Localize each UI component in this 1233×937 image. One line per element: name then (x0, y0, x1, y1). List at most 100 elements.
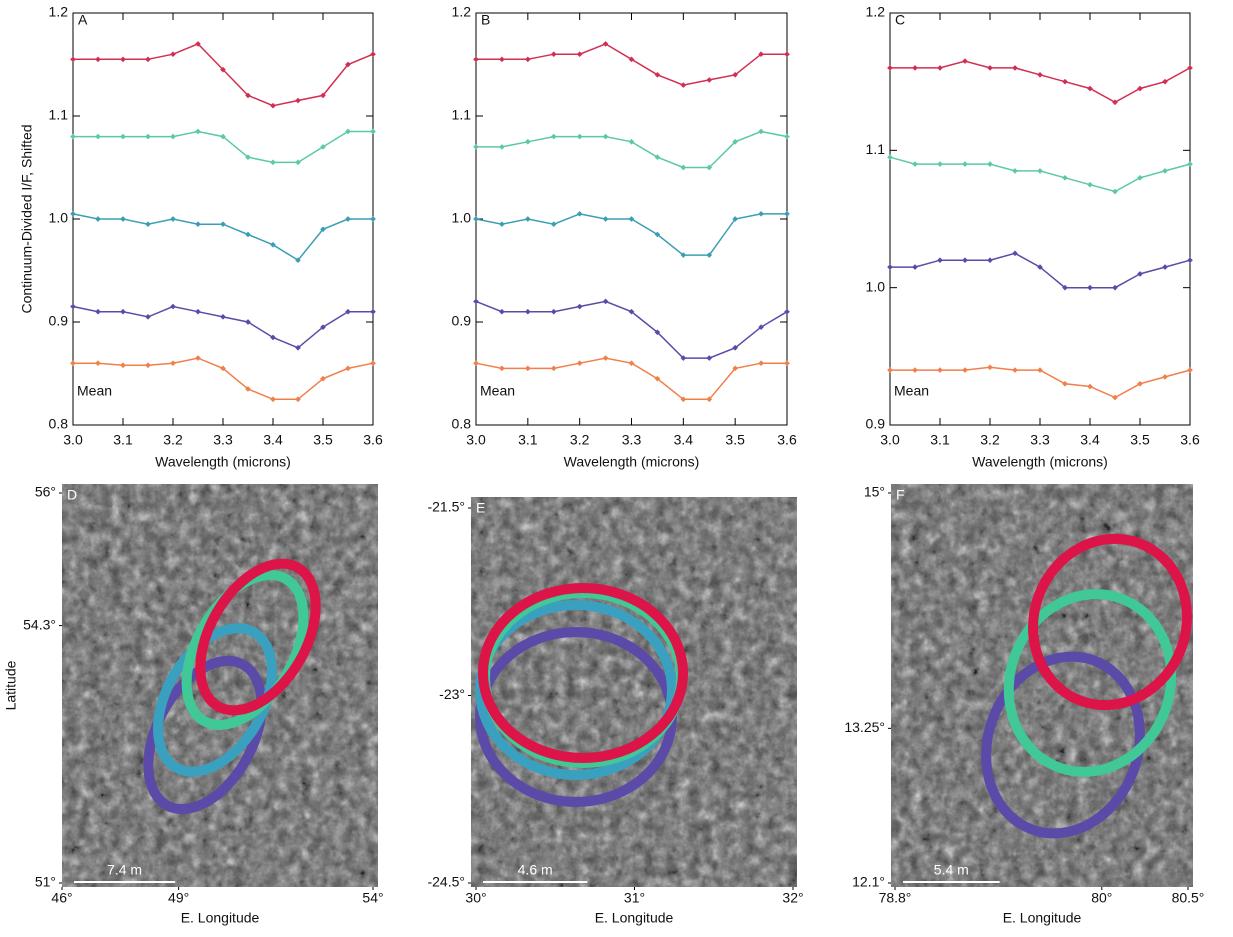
x-tick-label: 80.5° (1172, 890, 1205, 906)
data-point (170, 216, 176, 222)
data-point (195, 355, 201, 361)
data-point (1037, 264, 1043, 270)
y-tick-label: 1.0 (866, 278, 886, 294)
data-point (550, 133, 557, 140)
data-point (680, 355, 687, 361)
data-point (145, 133, 151, 140)
data-point (628, 138, 635, 145)
x-tick-label: 3.2 (980, 432, 1000, 448)
data-point (937, 367, 943, 373)
data-point (987, 161, 993, 167)
data-point (370, 360, 376, 367)
data-point (602, 355, 609, 361)
series-label: Mean (77, 383, 112, 399)
data-point (270, 159, 276, 166)
x-axis-label: E. Longitude (595, 910, 674, 926)
data-point (758, 51, 764, 58)
data-point (170, 133, 176, 140)
y-tick-label: 0.8 (49, 416, 69, 432)
data-point (784, 133, 790, 140)
data-point (499, 221, 505, 227)
panel-label: E (476, 500, 485, 516)
data-point (95, 56, 101, 63)
data-point (1112, 99, 1118, 106)
data-point (220, 66, 226, 73)
data-point (345, 128, 351, 135)
panel-label: F (896, 487, 905, 503)
data-point (962, 161, 968, 167)
data-point (1087, 181, 1093, 188)
data-point (320, 92, 326, 99)
data-point (576, 133, 583, 140)
data-point (1187, 65, 1193, 71)
footprint (195, 558, 321, 716)
surface-texture (62, 484, 378, 887)
x-axis-label: Wavelength (microns) (155, 454, 291, 470)
data-point (120, 308, 126, 315)
data-point (654, 71, 661, 78)
data-point (576, 303, 583, 310)
x-tick-label: 3.1 (930, 432, 950, 448)
y-tick-label: 12.1° (852, 874, 885, 890)
data-point (245, 154, 251, 161)
data-point (245, 319, 251, 325)
data-point (220, 314, 226, 320)
series-label: Mean (480, 383, 515, 399)
data-point (345, 308, 351, 315)
series-line (72, 213, 373, 262)
data-point (1087, 284, 1093, 291)
data-point (70, 56, 76, 63)
data-point (345, 365, 351, 372)
x-axis-label: E. Longitude (1003, 910, 1082, 926)
data-point (1087, 85, 1093, 92)
y-axis-label: Continuum-Divided I/F, Shifted (19, 124, 35, 313)
data-point (576, 51, 583, 58)
x-tick-label: 3.4 (1080, 432, 1100, 448)
data-point (370, 216, 376, 222)
data-point (1012, 250, 1018, 257)
panel-label: C (895, 12, 905, 28)
data-point (987, 364, 993, 371)
data-point (628, 216, 635, 222)
data-point (628, 308, 635, 315)
data-point (912, 264, 918, 270)
series-line (476, 43, 787, 86)
data-point (680, 252, 687, 258)
data-point (473, 144, 479, 150)
data-point (887, 367, 893, 373)
data-point (784, 51, 790, 58)
data-point (270, 334, 276, 341)
x-axis-label: Wavelength (microns) (972, 454, 1108, 470)
data-point (962, 257, 968, 264)
data-point (499, 56, 505, 63)
data-point (550, 51, 557, 58)
data-point (95, 360, 101, 367)
data-point (602, 41, 609, 47)
x-tick-label: 3.5 (313, 432, 333, 448)
data-point (370, 308, 376, 315)
data-point (499, 365, 505, 372)
data-point (220, 133, 226, 140)
data-point (887, 65, 893, 71)
data-point (602, 133, 609, 140)
data-point (758, 211, 764, 217)
data-point (145, 221, 151, 227)
data-point (170, 51, 176, 58)
data-point (962, 58, 968, 64)
data-point (295, 97, 301, 104)
data-point (887, 154, 893, 161)
x-tick-label: 3.1 (113, 432, 133, 448)
y-tick-label: 15° (864, 484, 885, 500)
y-tick-label: 51° (35, 874, 56, 890)
footprint (478, 583, 688, 763)
panel-label: D (67, 487, 77, 503)
data-point (1037, 71, 1043, 78)
data-point (706, 396, 713, 403)
data-point (270, 396, 276, 403)
data-point (628, 56, 635, 63)
data-point (706, 355, 713, 361)
data-point (120, 362, 126, 369)
data-point (1112, 284, 1118, 291)
x-tick-label: 3.5 (1130, 432, 1150, 448)
series-line (73, 357, 374, 401)
